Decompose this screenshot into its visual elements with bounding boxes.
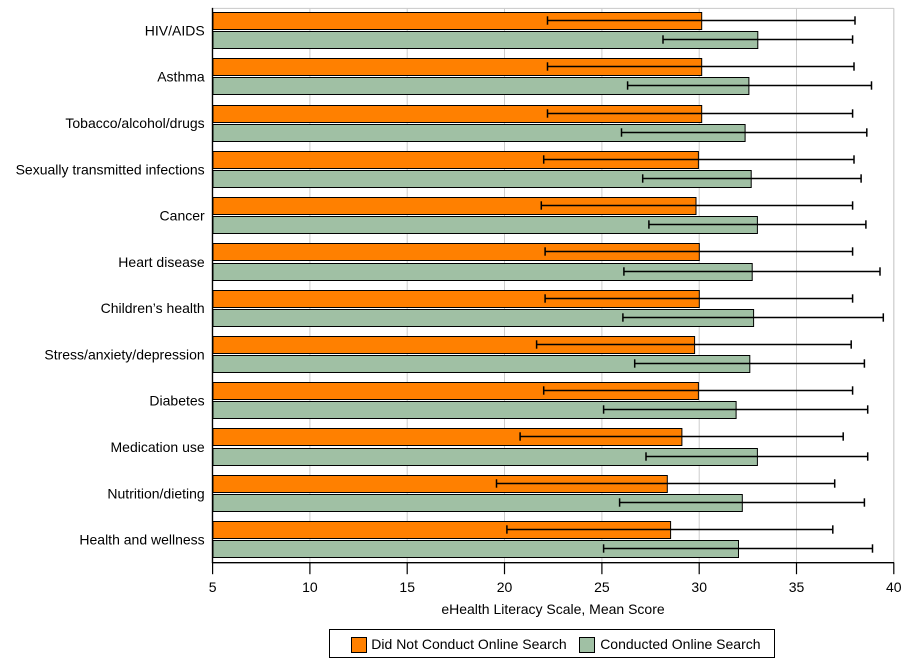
svg-text:35: 35 bbox=[789, 579, 805, 595]
svg-text:Diabetes: Diabetes bbox=[149, 393, 204, 409]
svg-text:40: 40 bbox=[886, 579, 902, 595]
svg-text:20: 20 bbox=[497, 579, 513, 595]
svg-text:Stress/anxiety/depression: Stress/anxiety/depression bbox=[44, 346, 204, 362]
svg-text:Did Not Conduct Online Search: Did Not Conduct Online Search bbox=[371, 636, 566, 652]
svg-text:Tobacco/alcohol/drugs: Tobacco/alcohol/drugs bbox=[65, 115, 204, 131]
svg-text:10: 10 bbox=[302, 579, 318, 595]
svg-text:HIV/AIDS: HIV/AIDS bbox=[145, 23, 205, 39]
svg-text:Asthma: Asthma bbox=[157, 69, 205, 85]
svg-text:Children’s health: Children’s health bbox=[101, 300, 205, 316]
svg-text:Sexually transmitted infection: Sexually transmitted infections bbox=[16, 161, 205, 177]
svg-text:eHealth Literacy Scale, Mean S: eHealth Literacy Scale, Mean Score bbox=[441, 601, 665, 617]
svg-text:30: 30 bbox=[691, 579, 707, 595]
svg-text:Cancer: Cancer bbox=[160, 208, 205, 224]
svg-text:Nutrition/dieting: Nutrition/dieting bbox=[107, 485, 204, 501]
svg-text:5: 5 bbox=[209, 579, 217, 595]
svg-text:Heart disease: Heart disease bbox=[118, 254, 205, 270]
svg-text:Health and wellness: Health and wellness bbox=[79, 532, 204, 548]
svg-text:15: 15 bbox=[399, 579, 415, 595]
svg-text:Medication use: Medication use bbox=[111, 439, 205, 455]
svg-text:25: 25 bbox=[594, 579, 610, 595]
svg-text:Conducted Online Search: Conducted Online Search bbox=[600, 636, 760, 652]
